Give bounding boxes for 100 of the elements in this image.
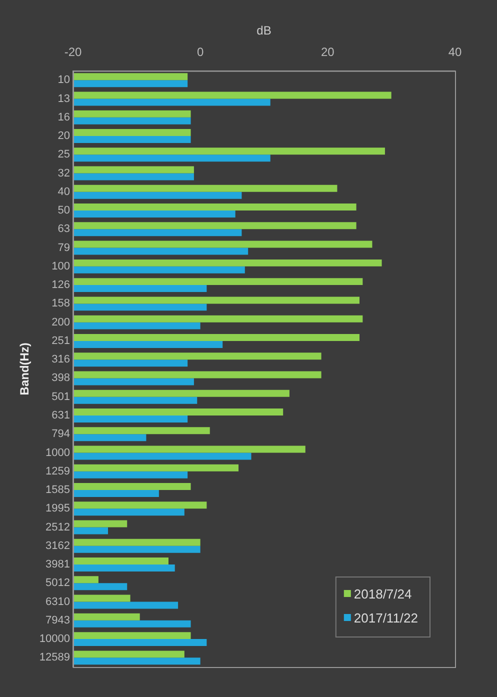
y-tick-label: 251 <box>52 334 70 347</box>
y-tick-label: 794 <box>52 428 70 440</box>
bar <box>72 527 108 534</box>
bar <box>72 620 191 628</box>
bar <box>72 650 184 658</box>
bar <box>72 520 128 528</box>
bar <box>72 434 146 442</box>
bar <box>72 285 207 292</box>
bar <box>72 296 360 304</box>
y-tick-label: 316 <box>52 354 70 366</box>
bar <box>72 538 200 546</box>
bar <box>72 92 392 99</box>
x-axis-title: dB <box>256 24 272 38</box>
y-tick-label: 1995 <box>46 502 70 515</box>
bar <box>72 583 128 590</box>
bar <box>72 73 188 80</box>
bar <box>72 110 191 118</box>
y-tick-label: 63 <box>58 223 70 236</box>
bar <box>72 248 248 255</box>
y-tick-label: 1259 <box>46 465 70 478</box>
bar <box>72 576 98 584</box>
bar <box>72 558 168 565</box>
bar <box>72 483 191 490</box>
y-tick-label: 2512 <box>46 521 70 534</box>
y-tick-label: 3162 <box>46 540 70 552</box>
y-tick-label: 16 <box>58 111 70 124</box>
bar <box>72 148 385 155</box>
y-tick-label: 12589 <box>39 652 70 664</box>
y-tick-label: 10 <box>58 74 70 86</box>
x-tick-label: 0 <box>196 44 204 59</box>
y-tick-label: 3981 <box>46 558 70 571</box>
y-tick-label: 631 <box>52 410 70 422</box>
bar <box>72 632 191 640</box>
y-tick-label: 32 <box>58 167 70 180</box>
bar <box>72 546 200 553</box>
x-tick-label: 40 <box>448 44 462 59</box>
bar <box>72 340 223 348</box>
bar <box>72 117 191 124</box>
bar <box>72 378 194 386</box>
bar <box>72 352 322 360</box>
bar <box>72 427 210 434</box>
bar <box>72 390 290 397</box>
bar <box>72 80 188 88</box>
y-tick-label: 79 <box>58 242 70 254</box>
bar <box>72 452 252 460</box>
y-tick-label: 398 <box>52 372 70 384</box>
y-tick-label: 126 <box>52 279 70 292</box>
bar <box>72 129 191 136</box>
bar <box>72 464 239 472</box>
y-tick-label: 100 <box>52 260 70 272</box>
y-tick-label: 5012 <box>46 577 70 590</box>
bar <box>72 396 198 404</box>
y-tick-label: 200 <box>52 316 70 328</box>
bar <box>72 639 207 646</box>
bar <box>72 229 242 236</box>
bar <box>72 471 188 478</box>
bar <box>72 613 140 620</box>
bar <box>72 173 194 180</box>
bar <box>72 371 322 378</box>
bar <box>72 210 236 218</box>
bar <box>72 564 175 572</box>
y-tick-label: 158 <box>52 298 70 310</box>
legend-label: 2017/11/22 <box>354 610 418 626</box>
bar <box>72 490 159 497</box>
bar <box>72 192 242 199</box>
bar <box>72 334 360 341</box>
y-tick-label: 13 <box>58 92 70 105</box>
y-tick-label: 1585 <box>46 484 70 496</box>
bar <box>72 240 372 248</box>
bar <box>72 594 130 602</box>
bar <box>72 166 194 174</box>
y-tick-label: 6310 <box>46 596 70 608</box>
y-tick-label: 10000 <box>39 633 70 646</box>
bar <box>72 502 207 509</box>
bar <box>72 98 270 106</box>
bar <box>72 278 363 286</box>
bar <box>72 266 245 274</box>
bar <box>72 508 184 516</box>
bar <box>72 322 200 330</box>
bar <box>72 658 200 665</box>
y-tick-label: 50 <box>58 204 70 217</box>
bar <box>72 446 306 453</box>
y-tick-label: 40 <box>58 186 70 198</box>
bar <box>72 315 363 322</box>
bar <box>72 154 270 162</box>
y-tick-label: 501 <box>52 390 70 403</box>
bar <box>72 415 188 422</box>
y-tick-label: 7943 <box>46 614 70 626</box>
bar <box>72 136 191 143</box>
x-tick-label: 20 <box>320 44 335 59</box>
bar <box>72 408 284 416</box>
bar <box>72 360 188 367</box>
bar <box>72 184 338 192</box>
y-axis-title: Band(Hz) <box>18 342 32 396</box>
x-tick-label: -20 <box>64 44 82 59</box>
bar <box>72 259 382 266</box>
y-tick-label: 25 <box>58 148 70 161</box>
legend-label: 2018/7/24 <box>354 586 412 602</box>
bar <box>72 222 356 230</box>
bar <box>72 602 178 609</box>
